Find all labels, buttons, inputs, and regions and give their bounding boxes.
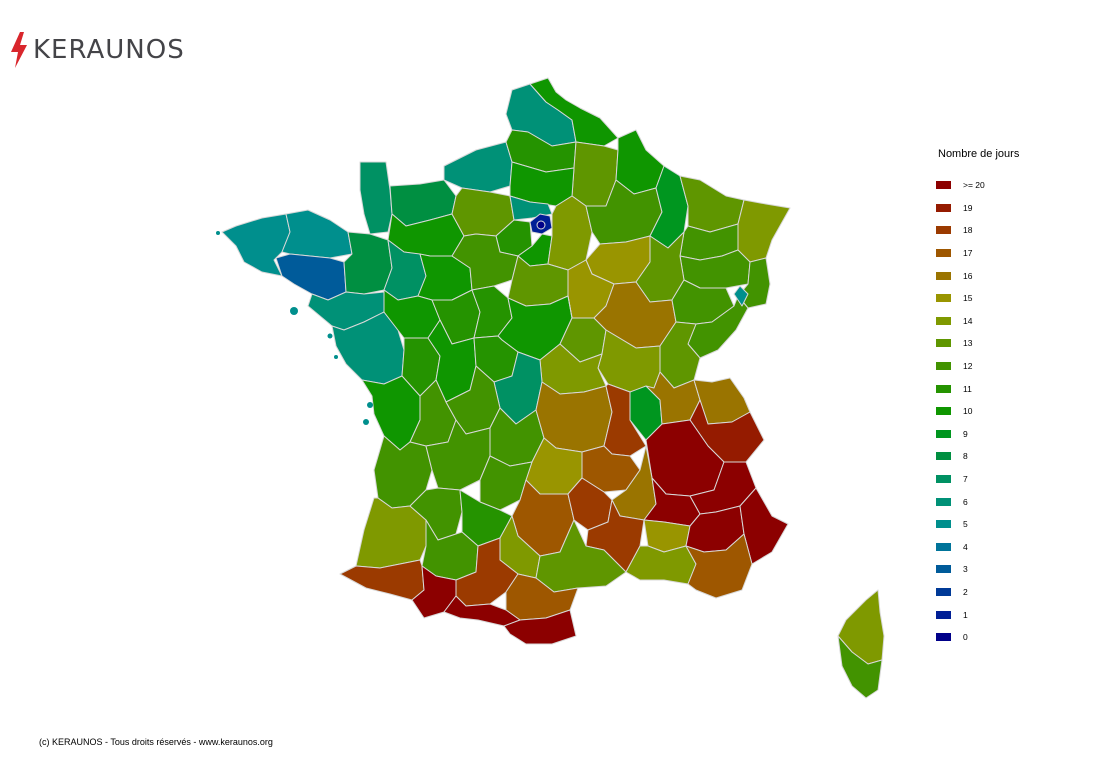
legend-item: 12 — [936, 355, 1019, 378]
island-noirmoutier — [327, 333, 333, 339]
island-oleron — [363, 419, 369, 425]
legend-swatch — [936, 565, 951, 574]
legend-item: >= 20 — [936, 174, 1019, 197]
legend-swatch — [936, 316, 951, 325]
island-yeu — [334, 355, 338, 359]
legend-label: 19 — [963, 202, 973, 213]
island-ouessant — [216, 231, 220, 235]
island-belle-ile — [290, 307, 298, 315]
legend-item: 9 — [936, 423, 1019, 446]
legend-item: 4 — [936, 536, 1019, 559]
legend-swatch — [936, 226, 951, 235]
region-seine-maritime — [443, 141, 513, 193]
legend-label: >= 20 — [963, 180, 985, 191]
legend-swatch — [936, 497, 951, 506]
legend-swatch — [936, 339, 951, 348]
legend-swatch — [936, 181, 951, 190]
legend-item: 8 — [936, 445, 1019, 468]
legend-item: 18 — [936, 219, 1019, 242]
legend-swatch — [936, 203, 951, 212]
legend-label: 8 — [963, 451, 968, 462]
region-var — [685, 533, 753, 599]
legend-label: 7 — [963, 474, 968, 485]
legend-label: 11 — [963, 383, 972, 394]
copyright-footer: (c) KERAUNOS - Tous droits réservés - ww… — [39, 737, 273, 747]
legend-label: 15 — [963, 293, 973, 304]
region-ille-et-vilaine — [343, 231, 393, 295]
legend-swatch — [936, 520, 951, 529]
legend-label: 12 — [963, 361, 973, 372]
legend-item: 6 — [936, 490, 1019, 513]
legend-swatch — [936, 542, 951, 551]
legend-item: 7 — [936, 468, 1019, 491]
legend-item: 3 — [936, 558, 1019, 581]
legend-item: 0 — [936, 626, 1019, 649]
region-loire — [603, 383, 647, 457]
legend-swatch — [936, 249, 951, 258]
legend-swatch — [936, 407, 951, 416]
legend-item: 5 — [936, 513, 1019, 536]
legend-swatch — [936, 362, 951, 371]
legend-label: 18 — [963, 225, 973, 236]
lightning-bolt-icon — [11, 32, 27, 68]
island-re — [367, 402, 373, 408]
legend-swatch — [936, 294, 951, 303]
legend-swatch — [936, 633, 951, 642]
legend-label: 3 — [963, 564, 968, 575]
map-legend: Nombre de jours >= 20 19 18 17 16 15 14 13 12 11 1… — [936, 148, 1019, 648]
region-bouches-du-rhone — [625, 545, 697, 585]
legend-item: 13 — [936, 332, 1019, 355]
region-manche — [359, 161, 393, 235]
legend-item: 17 — [936, 242, 1019, 265]
region-bas-rhin — [737, 199, 791, 263]
legend-label: 16 — [963, 270, 973, 281]
legend-label: 0 — [963, 632, 968, 643]
legend-item: 10 — [936, 400, 1019, 423]
legend-label: 9 — [963, 428, 968, 439]
legend-swatch — [936, 429, 951, 438]
region-cotes-armor — [281, 209, 353, 259]
legend-swatch — [936, 475, 951, 484]
legend-item: 2 — [936, 581, 1019, 604]
legend-item: 11 — [936, 377, 1019, 400]
legend-label: 13 — [963, 338, 973, 349]
legend-swatch — [936, 587, 951, 596]
region-hautes-pyrenees — [411, 565, 457, 619]
region-finistere — [221, 213, 291, 277]
legend-item: 14 — [936, 310, 1019, 333]
legend-label: 2 — [963, 586, 968, 597]
region-ariege — [443, 595, 521, 627]
region-territoire-belfort — [733, 285, 749, 307]
region-seine-et-marne — [547, 195, 593, 271]
legend-items: >= 20 19 18 17 16 15 14 13 12 11 10 9 8 7 6 5 4 3 2 1 0 — [936, 174, 1019, 648]
legend-swatch — [936, 452, 951, 461]
region-morbihan — [275, 253, 347, 301]
region-moselle — [679, 175, 745, 233]
legend-label: 4 — [963, 541, 968, 552]
legend-item: 15 — [936, 287, 1019, 310]
legend-title: Nombre de jours — [938, 148, 1020, 160]
keraunos-logo: KERAUNOS — [9, 30, 185, 70]
legend-item: 1 — [936, 603, 1019, 626]
legend-swatch — [936, 384, 951, 393]
legend-label: 10 — [963, 406, 973, 417]
legend-label: 17 — [963, 248, 973, 259]
legend-item: 19 — [936, 197, 1019, 220]
legend-swatch — [936, 610, 951, 619]
region-corse-du-sud — [837, 635, 883, 699]
region-pyrenees-orientales — [503, 609, 577, 645]
legend-item: 16 — [936, 264, 1019, 287]
legend-label: 5 — [963, 519, 968, 530]
legend-swatch — [936, 271, 951, 280]
legend-label: 1 — [963, 609, 968, 620]
region-landes — [355, 497, 427, 569]
region-paris — [536, 220, 546, 230]
legend-label: 14 — [963, 315, 973, 326]
legend-label: 6 — [963, 496, 968, 507]
brand-name: KERAUNOS — [33, 35, 185, 65]
